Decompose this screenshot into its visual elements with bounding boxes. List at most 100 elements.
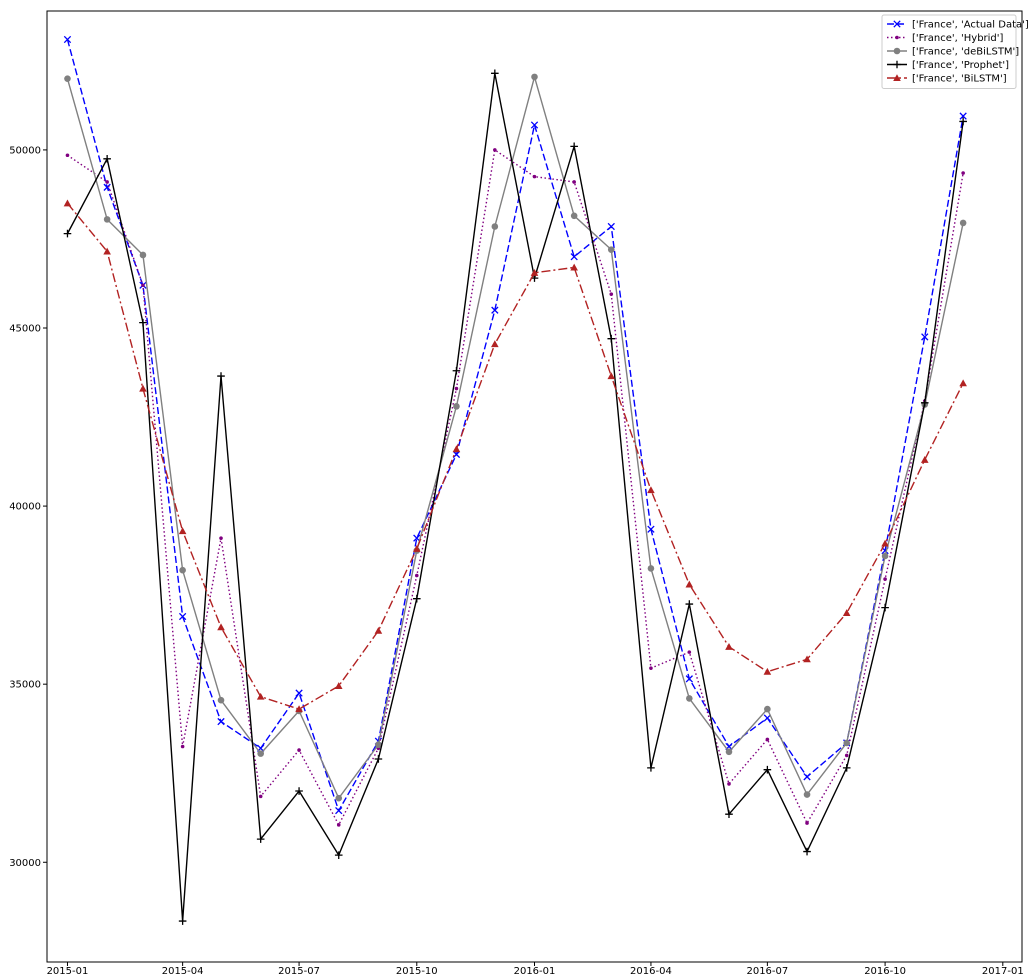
series-4-point-8: [374, 626, 383, 634]
series-2-point-13: [570, 212, 578, 220]
series-line-2: [66, 76, 964, 799]
series-4-point-12: [530, 268, 539, 276]
series-2-point-11: [491, 223, 499, 230]
x-tick-label-7: 2016-10: [864, 966, 906, 976]
series-1-point-12: [532, 174, 537, 179]
series-1-point-6: [297, 748, 301, 752]
series-3-point-13: [570, 142, 578, 151]
series-4-point-3: [178, 527, 187, 535]
series-2-point-16: [686, 695, 693, 702]
series-3-point-2: [139, 318, 147, 327]
series-1-point-18: [765, 737, 770, 742]
series-line-3: [66, 72, 964, 922]
series-0-point-10: [452, 450, 461, 459]
legend-marker-4: [893, 74, 901, 82]
series-layer: [63, 35, 967, 925]
series-1-point-19: [805, 821, 809, 825]
series-2-point-19: [803, 791, 811, 798]
legend-label-2: ['France', 'deBiLSTM']: [912, 47, 1019, 58]
series-4-point-4: [217, 623, 225, 631]
legend: ['France', 'Actual Data'] ['France', 'Hyb…: [881, 14, 1029, 89]
series-3-point-15: [647, 764, 655, 772]
series-1-point-4: [219, 536, 223, 540]
x-tick-label-2: 2015-07: [278, 966, 320, 976]
series-0-point-0: [63, 35, 72, 44]
legend-marker-1: [895, 35, 899, 40]
series-3-point-14: [607, 334, 616, 343]
x-tick-label-6: 2016-07: [746, 966, 788, 976]
series-1-point-2: [141, 283, 145, 288]
series-line-0: [66, 39, 964, 812]
x-tick-label-5: 2016-04: [630, 966, 672, 976]
series-4-point-16: [685, 580, 694, 588]
series-2: [64, 73, 967, 802]
series-2-point-20: [843, 739, 851, 747]
series-3-point-3: [178, 917, 187, 925]
series-0-point-13: [570, 253, 578, 261]
series-1-point-21: [883, 577, 887, 581]
series-0-point-16: [685, 675, 693, 683]
series-4-point-13: [570, 263, 578, 271]
legend-label-1: ['France', 'Hybrid']: [912, 33, 1004, 44]
series-2-point-21: [881, 552, 889, 560]
series-0-point-6: [295, 689, 303, 697]
legend-marker-2: [893, 47, 901, 55]
series-2-point-3: [179, 566, 186, 574]
series-3-point-20: [842, 764, 851, 772]
series-4-point-6: [295, 705, 303, 713]
x-tick-label-1: 2015-04: [162, 966, 204, 976]
series-1-point-5: [258, 794, 263, 799]
legend-label-3: ['France', 'Prophet']: [912, 60, 1009, 71]
series-4-point-10: [452, 445, 461, 453]
series-3-point-4: [217, 372, 225, 380]
series-4: [63, 199, 967, 713]
series-2-point-7: [335, 794, 343, 802]
series-1-point-17: [727, 782, 731, 786]
series-3-point-9: [412, 594, 421, 603]
series-1-point-3: [180, 744, 185, 749]
series-0-point-12: [530, 121, 539, 129]
series-4-point-2: [139, 384, 147, 392]
series-line-1: [67, 149, 964, 826]
series-2-point-4: [217, 696, 225, 704]
series-4-point-18: [763, 667, 772, 675]
series-2-point-17: [725, 748, 733, 756]
series-line-4: [66, 202, 964, 710]
series-0-point-14: [607, 222, 615, 231]
series-1-point-14: [609, 292, 614, 296]
series-4-point-5: [256, 692, 265, 700]
series-3-point-1: [103, 155, 111, 163]
series-2-point-14: [607, 246, 615, 253]
series-0-point-3: [178, 612, 187, 621]
series-1-point-16: [687, 650, 692, 654]
series-2-point-10: [453, 403, 460, 410]
series-4-point-7: [334, 682, 343, 690]
legend-label-4: ['France', 'BiLSTM']: [912, 74, 1007, 85]
y-tick-label-0: 30000: [9, 858, 41, 869]
x-tick-label-0: 2015-01: [47, 966, 89, 976]
series-3-point-18: [763, 765, 772, 774]
series-2-point-5: [257, 750, 264, 757]
x-tick-label-4: 2016-01: [514, 966, 556, 976]
series-0-point-19: [803, 773, 811, 781]
series-2-point-15: [647, 565, 655, 572]
series-4-point-14: [607, 372, 616, 380]
series-4-point-21: [881, 539, 889, 547]
series-1-point-13: [572, 180, 576, 184]
series-2-point-2: [139, 251, 147, 259]
series-0: [63, 35, 967, 815]
y-tick-label-3: 45000: [9, 324, 41, 335]
series-0-point-18: [763, 714, 772, 722]
series-3-point-7: [334, 851, 343, 859]
series-2-point-23: [959, 219, 967, 227]
series-3-point-8: [374, 755, 383, 763]
series-3-point-21: [881, 603, 889, 612]
series-2-point-0: [64, 75, 71, 82]
y-tick-label-4: 50000: [9, 145, 41, 156]
series-1-point-1: [105, 180, 109, 184]
series-4-point-9: [412, 545, 421, 552]
legend-label-0: ['France', 'Actual Data']: [912, 20, 1029, 31]
series-4-point-11: [491, 340, 499, 348]
